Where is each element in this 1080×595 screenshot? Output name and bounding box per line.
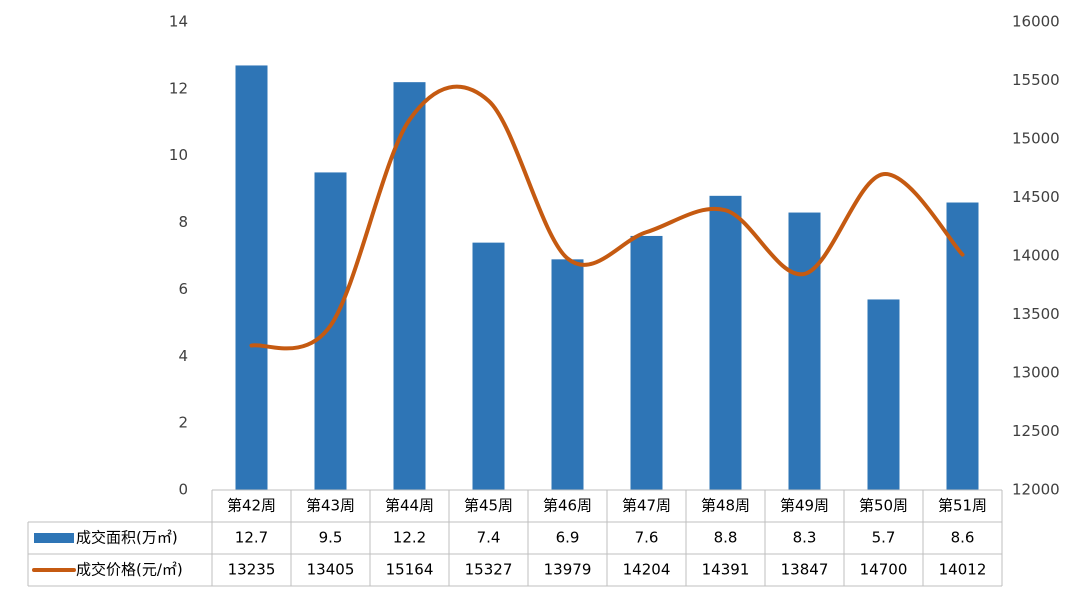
line-data-label: 14700 [860, 561, 908, 579]
right-tick-label: 15500 [1012, 71, 1060, 89]
bar [867, 299, 900, 490]
legend-bar-swatch [34, 533, 74, 543]
right-tick-label: 13500 [1012, 305, 1060, 323]
bar [946, 202, 979, 490]
line-data-label: 13405 [307, 561, 355, 579]
bar [314, 172, 347, 490]
bar [551, 259, 584, 490]
bar-data-label: 9.5 [319, 529, 343, 547]
bar [630, 235, 663, 490]
line-data-label: 13847 [781, 561, 829, 579]
bar-data-label: 8.8 [714, 529, 738, 547]
bar-series [235, 65, 979, 491]
bar-data-label: 5.7 [872, 529, 896, 547]
line-data-label: 13979 [544, 561, 592, 579]
left-tick-label: 14 [169, 13, 188, 31]
category-label: 第48周 [701, 497, 750, 515]
category-label: 第47周 [622, 497, 671, 515]
left-tick-label: 4 [178, 347, 188, 365]
data-table: 第42周 12.7 13235 第43周 9.5 13405 第44周 12.2 15164 第4… [27, 489, 1003, 587]
line-series [249, 84, 965, 351]
right-tick-label: 14500 [1012, 188, 1060, 206]
line-data-label: 15164 [386, 561, 434, 579]
right-tick-label: 15000 [1012, 130, 1060, 148]
price-line [249, 84, 965, 351]
bar [709, 195, 742, 491]
bar-data-label: 8.6 [951, 529, 975, 547]
category-label: 第51周 [938, 497, 987, 515]
bar-data-label: 12.7 [235, 529, 268, 547]
bar-data-label: 6.9 [556, 529, 580, 547]
left-tick-label: 0 [178, 481, 188, 499]
left-tick-label: 10 [169, 146, 188, 164]
category-label: 第42周 [227, 497, 276, 515]
category-label: 第46周 [543, 497, 592, 515]
bar [235, 65, 268, 490]
bar-data-label: 8.3 [793, 529, 817, 547]
category-label: 第49周 [780, 497, 829, 515]
category-label: 第50周 [859, 497, 908, 515]
category-label: 第44周 [385, 497, 434, 515]
legend-line-label: 成交价格(元/㎡) [76, 561, 183, 579]
bar [393, 82, 426, 491]
category-label: 第43周 [306, 497, 355, 515]
left-tick-label: 8 [178, 213, 188, 231]
left-tick-label: 6 [178, 280, 188, 298]
category-label: 第45周 [464, 497, 513, 515]
left-tick-label: 2 [178, 414, 188, 432]
line-data-label: 14012 [939, 561, 987, 579]
legend-bar-label: 成交面积(万㎡) [76, 529, 178, 547]
right-tick-label: 12000 [1012, 481, 1060, 499]
line-data-label: 14391 [702, 561, 750, 579]
bar [788, 212, 821, 491]
bar-data-label: 7.6 [635, 529, 659, 547]
right-tick-label: 12500 [1012, 422, 1060, 440]
line-data-label: 13235 [228, 561, 276, 579]
right-tick-label: 13000 [1012, 364, 1060, 382]
left-axis-ticks: 0 2 4 6 8 10 12 14 [169, 13, 188, 499]
left-tick-label: 12 [169, 79, 188, 97]
right-tick-label: 14000 [1012, 247, 1060, 265]
bar [472, 242, 505, 490]
right-axis-ticks: 12000 12500 13000 13500 14000 14500 15000 15500… [1012, 13, 1060, 499]
line-data-label: 15327 [465, 561, 513, 579]
line-data-label: 14204 [623, 561, 671, 579]
right-tick-label: 16000 [1012, 13, 1060, 31]
bar-data-label: 12.2 [393, 529, 426, 547]
bar-data-label: 7.4 [477, 529, 501, 547]
